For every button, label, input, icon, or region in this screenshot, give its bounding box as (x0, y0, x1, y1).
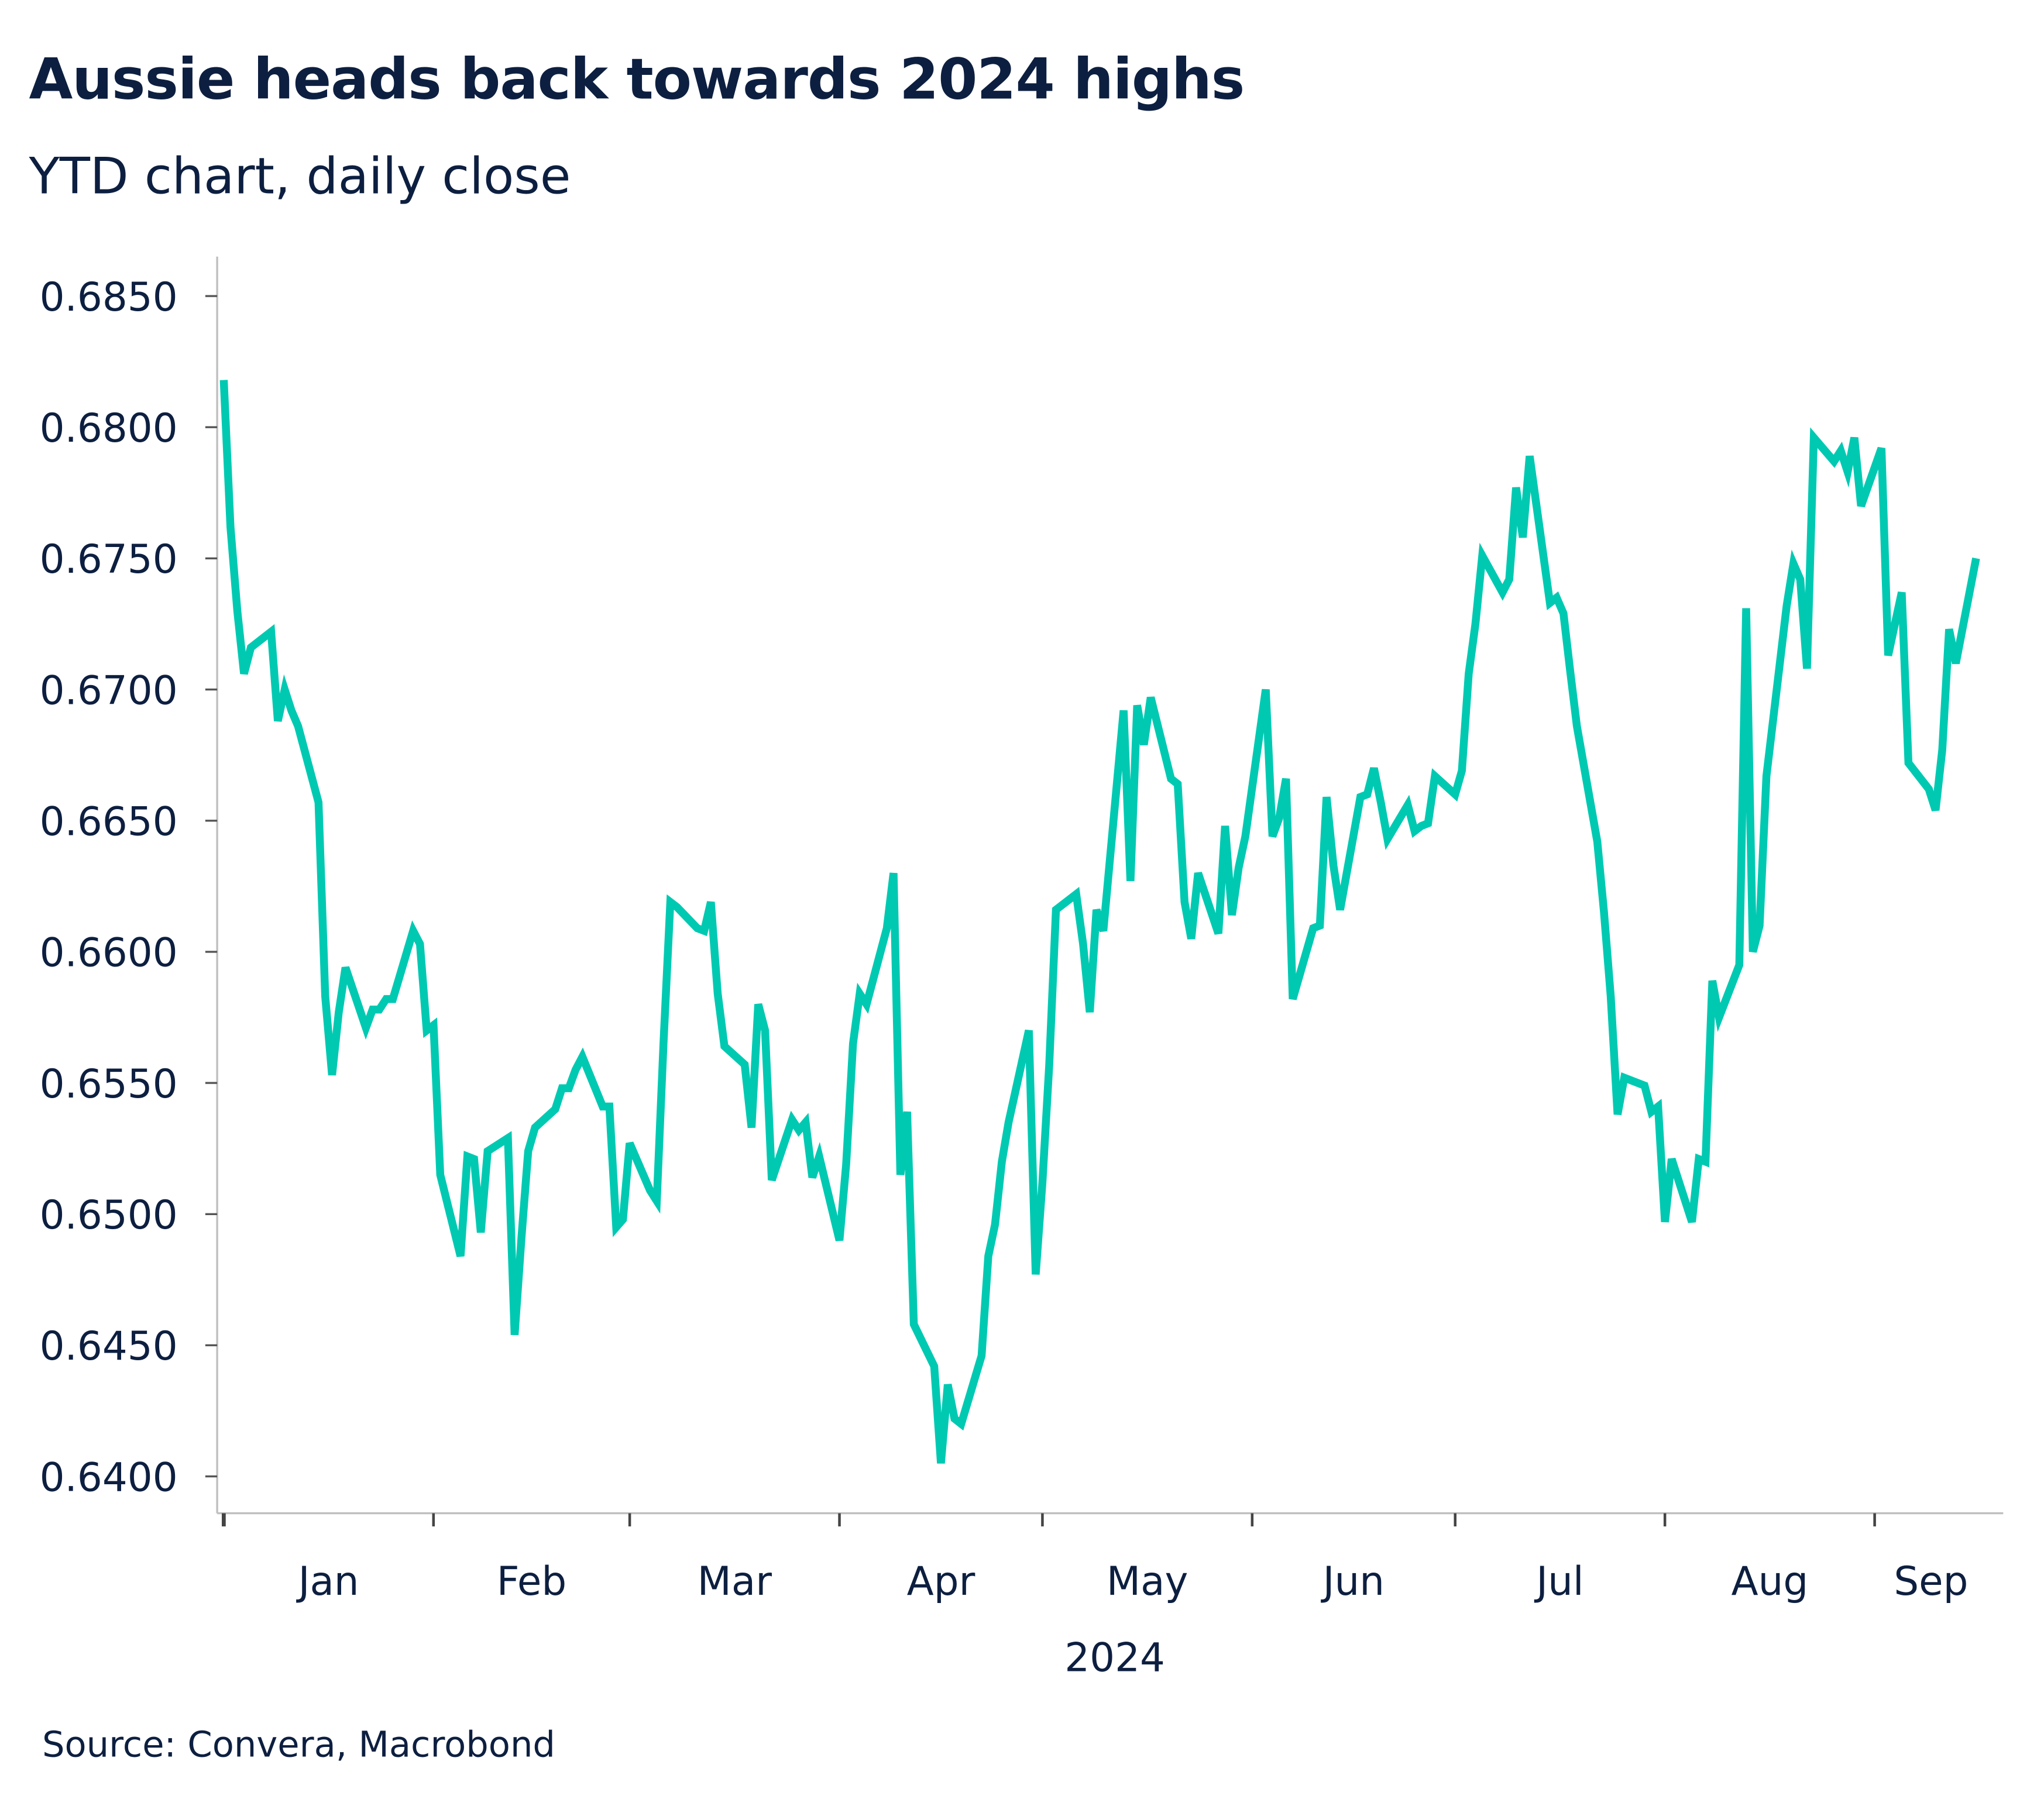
series-line (219, 380, 1980, 1464)
x-tick-label: Aug (1732, 1558, 1809, 1604)
y-tick-label: 0.6550 (40, 1061, 178, 1107)
source-note: Source: Convera, Macrobond (42, 1725, 555, 1766)
y-tick-label: 0.6650 (40, 798, 178, 844)
y-tick-label: 0.6450 (40, 1323, 178, 1369)
x-tick-label: Mar (698, 1558, 772, 1604)
x-tick-label: Feb (497, 1558, 566, 1604)
chart-title: Aussie heads back towards 2024 highs (29, 47, 1245, 113)
x-tick-label: Jan (296, 1558, 359, 1604)
y-tick-label: 0.6500 (40, 1192, 178, 1238)
x-tick-label: Jul (1534, 1558, 1583, 1604)
y-axis: 0.6400 0.6450 0.6500 0.6550 0.6600 0.6650 0.67… (40, 256, 218, 1514)
x-tick-label: Sep (1894, 1558, 1968, 1604)
y-tick-label: 0.6400 (40, 1454, 178, 1500)
x-tick-label: May (1107, 1558, 1188, 1604)
x-tick-label: Apr (907, 1558, 975, 1604)
y-tick-label: 0.6600 (40, 930, 178, 976)
y-tick-label: 0.6850 (40, 274, 178, 320)
y-tick-label: 0.6800 (40, 405, 178, 451)
x-axis-label: 2024 (1064, 1634, 1165, 1680)
x-tick-label: Jun (1321, 1558, 1385, 1604)
x-axis: Jan Feb Mar Apr May Jun Jul Aug Sep (217, 1512, 2004, 1604)
y-tick-label: 0.6700 (40, 667, 178, 713)
chart-subtitle: YTD chart, daily close (29, 147, 571, 205)
y-tick-label: 0.6750 (40, 536, 178, 582)
